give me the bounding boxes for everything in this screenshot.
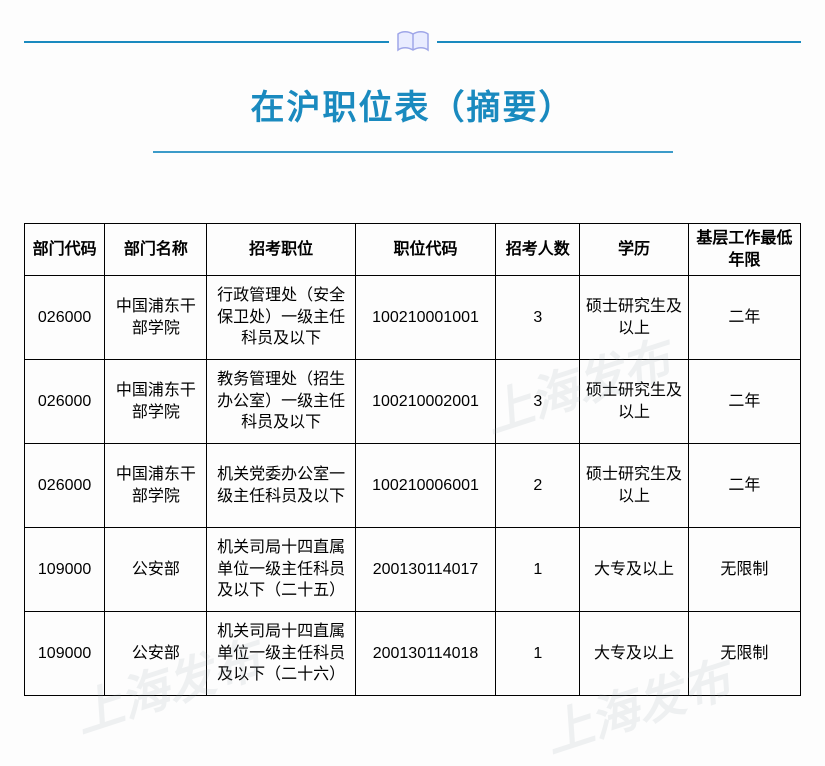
table-body: 026000 中国浦东干部学院 行政管理处（安全保卫处）一级主任科员及以下 10… — [25, 276, 801, 696]
cell-min-years: 二年 — [688, 360, 800, 444]
table-header-row: 部门代码 部门名称 招考职位 职位代码 招考人数 学历 基层工作最低年限 — [25, 224, 801, 276]
cell-position: 行政管理处（安全保卫处）一级主任科员及以下 — [207, 276, 355, 360]
cell-headcount: 3 — [496, 276, 580, 360]
cell-education: 硕士研究生及以上 — [580, 276, 688, 360]
cell-headcount: 2 — [496, 444, 580, 528]
cell-dept-name: 中国浦东干部学院 — [105, 444, 207, 528]
cell-dept-code: 109000 — [25, 612, 105, 696]
table-row: 026000 中国浦东干部学院 行政管理处（安全保卫处）一级主任科员及以下 10… — [25, 276, 801, 360]
cell-dept-name: 中国浦东干部学院 — [105, 360, 207, 444]
table-row: 109000 公安部 机关司局十四直属单位一级主任科员及以下（二十六） 2001… — [25, 612, 801, 696]
cell-position-code: 100210001001 — [355, 276, 495, 360]
col-dept-name: 部门名称 — [105, 224, 207, 276]
col-dept-code: 部门代码 — [25, 224, 105, 276]
cell-education: 大专及以上 — [580, 612, 688, 696]
open-book-icon — [395, 28, 431, 56]
header-divider — [24, 28, 801, 56]
cell-min-years: 无限制 — [688, 528, 800, 612]
cell-dept-code: 026000 — [25, 276, 105, 360]
cell-position: 机关党委办公室一级主任科员及以下 — [207, 444, 355, 528]
cell-position-code: 200130114018 — [355, 612, 495, 696]
title-underline — [153, 151, 673, 153]
col-min-years: 基层工作最低年限 — [688, 224, 800, 276]
col-position: 招考职位 — [207, 224, 355, 276]
cell-dept-code: 026000 — [25, 360, 105, 444]
cell-dept-name: 中国浦东干部学院 — [105, 276, 207, 360]
cell-position-code: 100210002001 — [355, 360, 495, 444]
cell-headcount: 3 — [496, 360, 580, 444]
cell-position: 机关司局十四直属单位一级主任科员及以下（二十五） — [207, 528, 355, 612]
table-row: 026000 中国浦东干部学院 教务管理处（招生办公室）一级主任科员及以下 10… — [25, 360, 801, 444]
cell-education: 大专及以上 — [580, 528, 688, 612]
cell-headcount: 1 — [496, 528, 580, 612]
cell-position-code: 200130114017 — [355, 528, 495, 612]
divider-line-left — [24, 41, 389, 43]
cell-dept-name: 公安部 — [105, 528, 207, 612]
col-position-code: 职位代码 — [355, 224, 495, 276]
cell-headcount: 1 — [496, 612, 580, 696]
table-row: 109000 公安部 机关司局十四直属单位一级主任科员及以下（二十五） 2001… — [25, 528, 801, 612]
cell-min-years: 二年 — [688, 444, 800, 528]
cell-dept-name: 公安部 — [105, 612, 207, 696]
cell-education: 硕士研究生及以上 — [580, 360, 688, 444]
col-education: 学历 — [580, 224, 688, 276]
col-headcount: 招考人数 — [496, 224, 580, 276]
cell-position: 机关司局十四直属单位一级主任科员及以下（二十六） — [207, 612, 355, 696]
table-row: 026000 中国浦东干部学院 机关党委办公室一级主任科员及以下 1002100… — [25, 444, 801, 528]
cell-dept-code: 026000 — [25, 444, 105, 528]
page-title: 在沪职位表（摘要） — [0, 80, 825, 129]
divider-line-right — [437, 41, 802, 43]
cell-position: 教务管理处（招生办公室）一级主任科员及以下 — [207, 360, 355, 444]
positions-table: 部门代码 部门名称 招考职位 职位代码 招考人数 学历 基层工作最低年限 026… — [24, 223, 801, 696]
cell-min-years: 二年 — [688, 276, 800, 360]
cell-position-code: 100210006001 — [355, 444, 495, 528]
cell-education: 硕士研究生及以上 — [580, 444, 688, 528]
cell-dept-code: 109000 — [25, 528, 105, 612]
positions-table-wrap: 部门代码 部门名称 招考职位 职位代码 招考人数 学历 基层工作最低年限 026… — [24, 223, 801, 696]
cell-min-years: 无限制 — [688, 612, 800, 696]
